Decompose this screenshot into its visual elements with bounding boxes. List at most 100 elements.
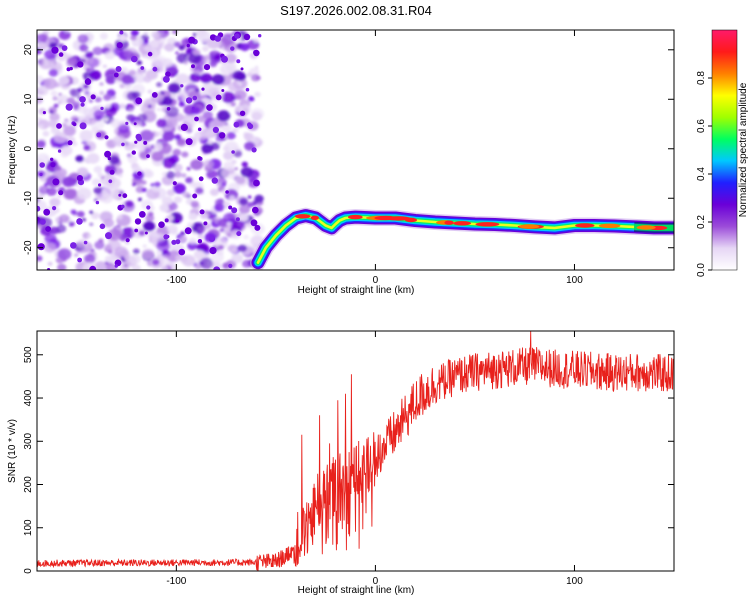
heatmap-noise-blob — [255, 76, 261, 80]
heatmap-noise-blob — [213, 237, 228, 249]
heatmap-noise-dot — [66, 67, 71, 72]
heatmap-noise-dot — [251, 147, 257, 153]
heatmap-noise-blob — [110, 265, 115, 270]
heatmap-ridge-hotspot — [519, 224, 540, 229]
heatmap-noise-blob — [211, 74, 225, 85]
heatmap-noise-dot — [199, 209, 205, 215]
heatmap-noise-blob — [147, 89, 152, 94]
heatmap-noise-blob — [173, 196, 182, 204]
heatmap-ridge-hotspot — [310, 215, 319, 220]
heatmap-noise-dot — [206, 104, 213, 111]
heatmap-noise-blob — [206, 266, 211, 270]
heatmap-noise-blob — [117, 196, 122, 200]
heatmap-noise-dot — [197, 127, 202, 132]
colorbar-tick-label: 0.0 — [696, 263, 707, 277]
heatmap-noise-blob — [178, 45, 185, 51]
heatmap-noise-blob — [77, 167, 89, 177]
heatmap-noise-blob — [85, 51, 94, 59]
heatmap-noise-blob — [121, 75, 133, 85]
heatmap-noise-dot — [208, 235, 216, 242]
heatmap-noise-blob — [44, 233, 57, 245]
heatmap-noise-blob — [234, 167, 239, 171]
heatmap-noise-blob — [83, 144, 91, 151]
heatmap-noise-blob — [159, 203, 170, 212]
heatmap-noise-blob — [138, 197, 142, 202]
heatmap-noise-blob — [209, 51, 214, 55]
heatmap-noise-blob — [105, 75, 117, 85]
heatmap-noise-blob — [121, 200, 135, 212]
heatmap-noise-blob — [38, 185, 50, 195]
heatmap-noise-blob — [156, 82, 163, 88]
heatmap-noise-blob — [90, 212, 100, 220]
heatmap-noise-dot — [69, 66, 73, 71]
heatmap-ridge-hotspot — [348, 214, 363, 220]
heatmap-noise-dot — [203, 221, 208, 226]
heatmap-noise-blob — [239, 197, 248, 206]
heatmap-noise-blob — [150, 40, 160, 48]
heatmap-noise-blob — [188, 212, 198, 221]
heatmap-noise-blob — [194, 69, 201, 75]
heatmap-noise-dot — [253, 49, 260, 57]
heatmap-noise-blob — [130, 35, 137, 41]
heatmap-noise-blob — [232, 127, 239, 133]
heatmap-noise-blob — [200, 125, 205, 129]
heatmap-noise-blob — [84, 90, 90, 96]
heatmap-noise-dot — [56, 123, 62, 129]
heatmap-noise-dot — [191, 64, 195, 69]
heatmap-noise-blob — [187, 241, 198, 251]
heatmap-noise-blob — [188, 52, 202, 64]
heatmap-noise-dot — [79, 122, 87, 130]
heatmap-noise-blob — [193, 130, 207, 142]
heatmap-noise-blob — [90, 118, 105, 131]
heatmap-noise-blob — [105, 244, 112, 250]
heatmap-noise-dot — [119, 30, 124, 35]
heatmap-ridge-hotspot — [294, 214, 311, 219]
heatmap-noise-blob — [139, 151, 150, 160]
heatmap-noise-blob — [130, 143, 136, 148]
heatmap-noise-region — [37, 30, 265, 270]
heatmap-noise-blob — [66, 97, 76, 105]
heatmap-noise-blob — [128, 108, 134, 113]
heatmap-noise-blob — [229, 195, 236, 201]
colorbar-bar — [711, 29, 738, 271]
heatmap-noise-dot — [115, 66, 122, 72]
heatmap-noise-blob — [202, 110, 213, 120]
heatmap-noise-blob — [158, 101, 163, 106]
heatmap-noise-blob — [189, 72, 201, 83]
heatmap-noise-dot — [131, 55, 138, 63]
heatmap-noise-blob — [89, 222, 94, 226]
heatmap-xlabel: Height of straight line (km) — [298, 285, 415, 296]
heatmap-noise-dot — [76, 218, 83, 225]
heatmap-noise-dot — [185, 97, 193, 104]
heatmap-noise-blob — [221, 123, 232, 133]
heatmap-noise-blob — [210, 142, 220, 151]
heatmap-ridge-hotspot — [453, 221, 471, 226]
heatmap-noise-blob — [154, 181, 161, 188]
heatmap-noise-blob — [192, 48, 201, 56]
heatmap-noise-blob — [201, 143, 214, 154]
heatmap-noise-blob — [181, 173, 187, 178]
heatmap-noise-dot — [254, 224, 261, 231]
colorbar: 0.0 0.2 0.4 0.6 0.8 Normalized spectral ampl… — [696, 29, 749, 277]
heatmap-noise-blob — [197, 30, 211, 43]
heatmap-noise-blob — [173, 163, 183, 172]
heatmap-noise-dot — [116, 42, 123, 49]
heatmap-noise-blob — [181, 151, 189, 158]
heatmap-noise-blob — [190, 200, 199, 208]
heatmap-noise-dot — [137, 171, 142, 176]
heatmap-noise-blob — [48, 69, 59, 77]
heatmap-noise-dot — [225, 190, 229, 194]
heatmap-noise-dot — [245, 87, 250, 92]
heatmap-noise-blob — [239, 204, 251, 214]
heatmap-noise-dot — [219, 132, 226, 139]
snr-xtick-label: -100 — [166, 576, 186, 587]
heatmap-noise-blob — [135, 74, 146, 83]
heatmap-noise-dot — [192, 193, 198, 199]
heatmap-noise-blob — [247, 195, 252, 199]
heatmap-noise-blob — [185, 177, 193, 184]
heatmap-noise-blob — [193, 250, 205, 260]
heatmap-noise-blob — [99, 32, 108, 40]
heatmap-noise-blob — [190, 159, 204, 171]
heatmap-noise-blob — [41, 59, 51, 67]
heatmap-noise-blob — [140, 34, 150, 42]
